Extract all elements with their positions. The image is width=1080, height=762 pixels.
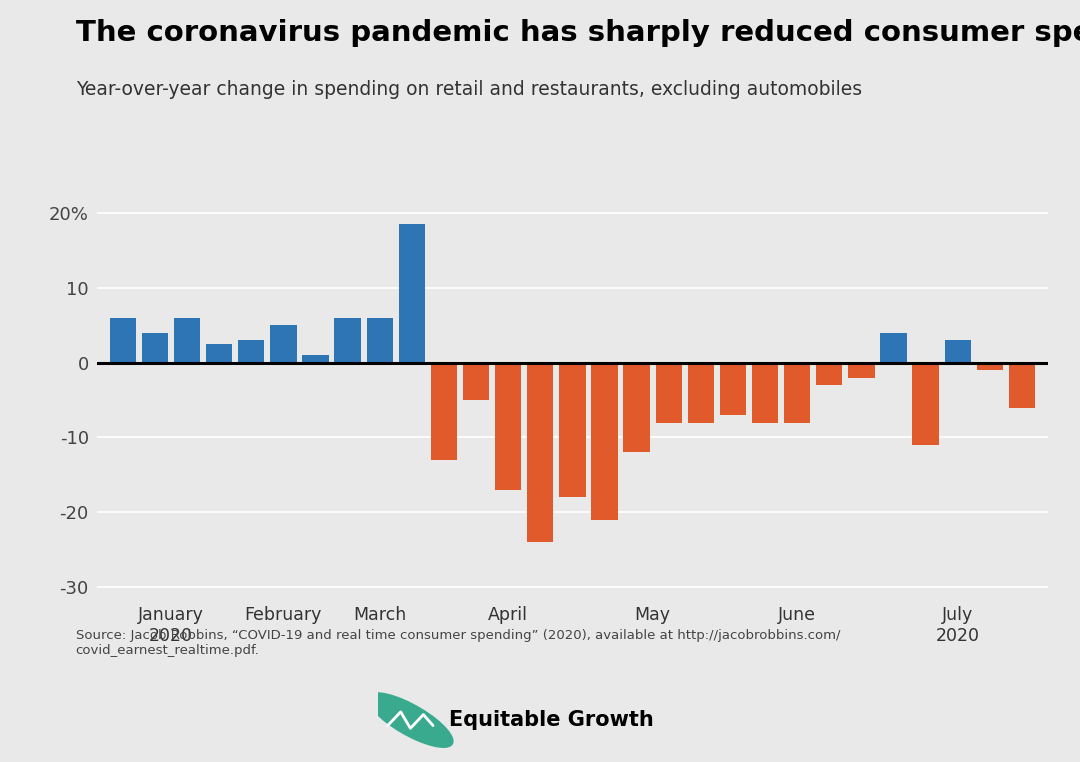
Bar [559, 363, 585, 498]
Bar [206, 344, 232, 363]
Bar [592, 363, 618, 520]
Bar [141, 333, 168, 363]
Bar [302, 355, 328, 363]
Bar [913, 363, 939, 445]
Text: Source: Jacob Robbins, “COVID-19 and real time consumer spending” (2020), availa: Source: Jacob Robbins, “COVID-19 and rea… [76, 629, 840, 657]
Bar [463, 363, 489, 400]
Bar [945, 340, 971, 363]
Bar [239, 340, 265, 363]
Bar [848, 363, 875, 378]
Text: January
2020: January 2020 [138, 606, 204, 645]
Bar [174, 318, 200, 363]
Text: Equitable Growth: Equitable Growth [449, 710, 654, 730]
Bar [752, 363, 779, 422]
Bar [719, 363, 746, 415]
Text: The coronavirus pandemic has sharply reduced consumer spending: The coronavirus pandemic has sharply red… [76, 19, 1080, 47]
Text: Year-over-year change in spending on retail and restaurants, excluding automobil: Year-over-year change in spending on ret… [76, 80, 862, 99]
Text: February: February [245, 606, 322, 624]
Bar [816, 363, 842, 385]
Bar [688, 363, 714, 422]
Bar [1009, 363, 1035, 408]
Bar [656, 363, 681, 422]
Ellipse shape [368, 693, 453, 748]
Bar [784, 363, 810, 422]
Text: May: May [635, 606, 671, 624]
Bar [495, 363, 522, 490]
Bar [431, 363, 457, 460]
Bar [270, 325, 297, 363]
Bar [366, 318, 393, 363]
Text: April: April [488, 606, 528, 624]
Bar [976, 363, 1003, 370]
Text: March: March [353, 606, 406, 624]
Bar [399, 224, 426, 363]
Text: July
2020: July 2020 [935, 606, 980, 645]
Bar [110, 318, 136, 363]
Bar [335, 318, 361, 363]
Bar [623, 363, 650, 453]
Text: June: June [779, 606, 816, 624]
Bar [527, 363, 553, 543]
Bar [880, 333, 906, 363]
